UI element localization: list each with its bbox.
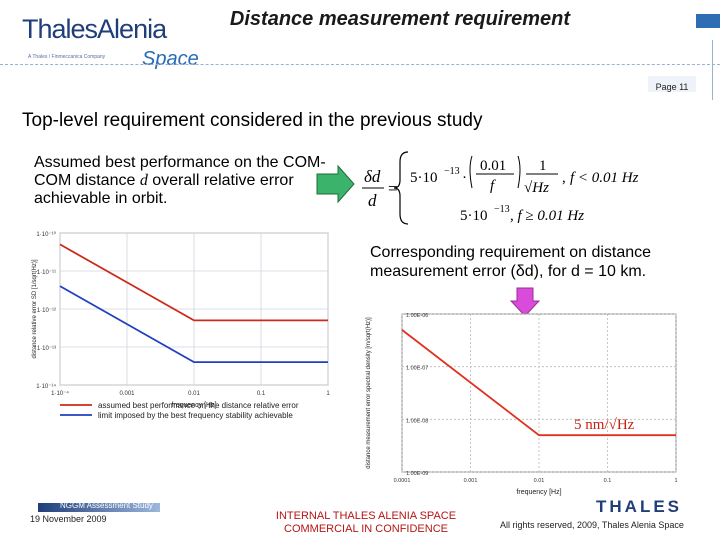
formula-c2-cond: , f ≥ 0.01 Hz [510, 208, 584, 224]
slide-title: Distance measurement requirement [229, 8, 571, 30]
note1-text-a: Assumed best performance on the COM-COM … [34, 154, 326, 189]
plot-area [401, 313, 677, 473]
formula-c1-exp: −13 [444, 166, 460, 177]
svg-text:·: · [462, 170, 467, 186]
y-tick-label: 1.00E-07 [406, 366, 428, 372]
x-tick-label: 0.1 [257, 391, 266, 397]
x-axis-label: frequency [Hz] [171, 402, 216, 409]
formula-svg: δd d = 5·10 −13 · 0.01 f 1 √Hz , f < 0.0… [362, 151, 639, 225]
thales-brand: THALES [596, 497, 682, 516]
svg-text:,: , [562, 170, 566, 186]
footer-center-line1: INTERNAL THALES ALENIA SPACE [275, 510, 457, 522]
legend-label: limit imposed by the best frequency stab… [98, 411, 293, 420]
logo-text: ThalesAlenia [22, 14, 167, 44]
y-tick-label: 1.00E-08 [406, 418, 428, 424]
y-tick-label: 1.00E-09 [406, 471, 428, 477]
x-tick-label: 1·10⁻⁴ [51, 390, 69, 397]
formula-c1-frac-bot: f [490, 178, 496, 194]
formula-c1-root: √Hz [524, 180, 549, 196]
series-line [59, 285, 328, 364]
formula-equals: = [388, 179, 398, 198]
requirement-formula: δd d = 5·10 −13 · 0.01 f 1 √Hz , f < 0.0… [356, 148, 676, 228]
y-tick-label: 1·10⁻¹³ [37, 346, 56, 352]
corner-decoration [696, 14, 720, 28]
note1-var: d [139, 172, 148, 189]
relative-error-chart: 1·10⁻⁴ 0.001 0.01 0.1 1 1·10⁻¹⁰ 1·10⁻¹¹ 1·10⁻¹²… [32, 231, 330, 420]
x-tick-label: 1 [674, 478, 677, 484]
x-tick-label: 0.001 [119, 391, 135, 397]
x-axis-label: frequency [Hz] [516, 489, 561, 496]
y-tick-label: 1·10⁻¹¹ [37, 270, 56, 276]
footer-date: 19 November 2009 [30, 514, 107, 524]
logo-tagline: A Thales / Finmeccanica Company [28, 54, 106, 60]
formula-c1-cond: f < 0.01 Hz [570, 170, 639, 186]
formula-c1-one: 1 [539, 158, 547, 174]
header-divider [0, 64, 720, 66]
assumption-note: Assumed best performance on the COM-COM … [34, 154, 334, 208]
formula-lhs-bot: d [368, 191, 377, 210]
x-tick-label: 0.01 [534, 478, 545, 484]
footer-study: NGGM Assessment Study [60, 501, 153, 510]
formula-c2-exp: −13 [494, 204, 510, 215]
chart2-annotation: 5 nm/√Hz [574, 417, 635, 433]
y-axis-label: distance relative error SD [1/sqrt(Hz)] [32, 259, 38, 358]
arrow-down-icon [510, 287, 540, 317]
requirement-note: Corresponding requirement on distance me… [370, 244, 652, 280]
footer-bar [38, 503, 160, 512]
x-tick-label: 0.1 [604, 478, 612, 484]
arrow-right-icon [316, 164, 355, 204]
formula-c1-frac-top: 0.01 [480, 158, 506, 174]
footer-center-line2: COMMERCIAL IN CONFIDENCE [284, 523, 448, 535]
x-tick-label: 0.0001 [394, 478, 411, 484]
page-number: Page 11 [648, 76, 696, 92]
side-divider [712, 40, 713, 100]
legend-label: assumed best performance on the distance… [98, 401, 299, 410]
formula-c1-coef: 5·10 [410, 170, 438, 186]
note1-text-b: overall relative error achievable in orb… [34, 172, 294, 207]
y-axis-label: distance measurement error spectral dens… [366, 317, 372, 469]
y-tick-label: 1·10⁻¹² [37, 308, 56, 314]
footer-confidentiality: INTERNAL THALES ALENIA SPACE COMMERCIAL … [246, 510, 486, 536]
y-tick-label: 1·10⁻¹⁰ [36, 231, 56, 238]
formula-c2-coef: 5·10 [460, 208, 488, 224]
logo-space: Space [142, 48, 199, 70]
formula-lhs-top: δd [364, 167, 381, 186]
y-tick-label: 1.00E-06 [406, 313, 428, 319]
series-line [401, 329, 676, 437]
y-tick-label: 1·10⁻¹⁴ [36, 383, 56, 390]
series-line [59, 243, 328, 322]
x-tick-label: 0.01 [188, 391, 200, 397]
footer-rights: All rights reserved, 2009, Thales Alenia… [500, 520, 684, 530]
x-tick-label: 1 [326, 391, 330, 397]
x-tick-label: 0.001 [464, 478, 478, 484]
measurement-error-chart: 0.0001 0.001 0.01 0.1 1 1.00E-06 1.00E-07 1.00E… [366, 313, 678, 496]
section-heading: Top-level requirement considered in the … [22, 110, 483, 131]
